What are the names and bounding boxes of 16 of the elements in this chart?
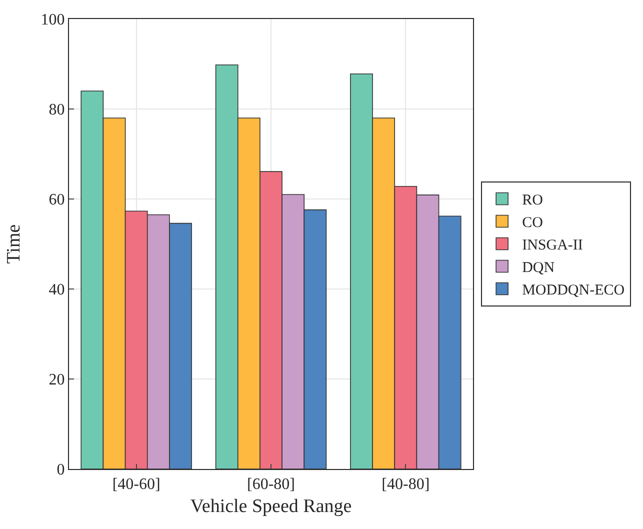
x-axis-title: Vehicle Speed Range [190,496,352,517]
legend-label: DQN [522,260,555,276]
y-tick-label: 40 [48,282,65,299]
legend-label: RO [522,192,544,209]
legend-label: MODDQN-ECO [522,282,625,299]
y-tick-label: 20 [48,372,65,389]
y-tick-label: 0 [56,462,65,479]
y-tick-label: 60 [48,192,65,209]
legend-label: INSGA-II [522,238,583,254]
y-tick-label: 80 [48,102,65,119]
x-tick-label: [40-60] [112,476,160,494]
y-tick-label: 100 [40,12,65,29]
x-tick-label: [40-80] [382,476,430,494]
y-axis-title: Time [4,224,25,264]
x-tick-label: [60-80] [247,476,295,494]
legend-label: CO [522,215,544,232]
